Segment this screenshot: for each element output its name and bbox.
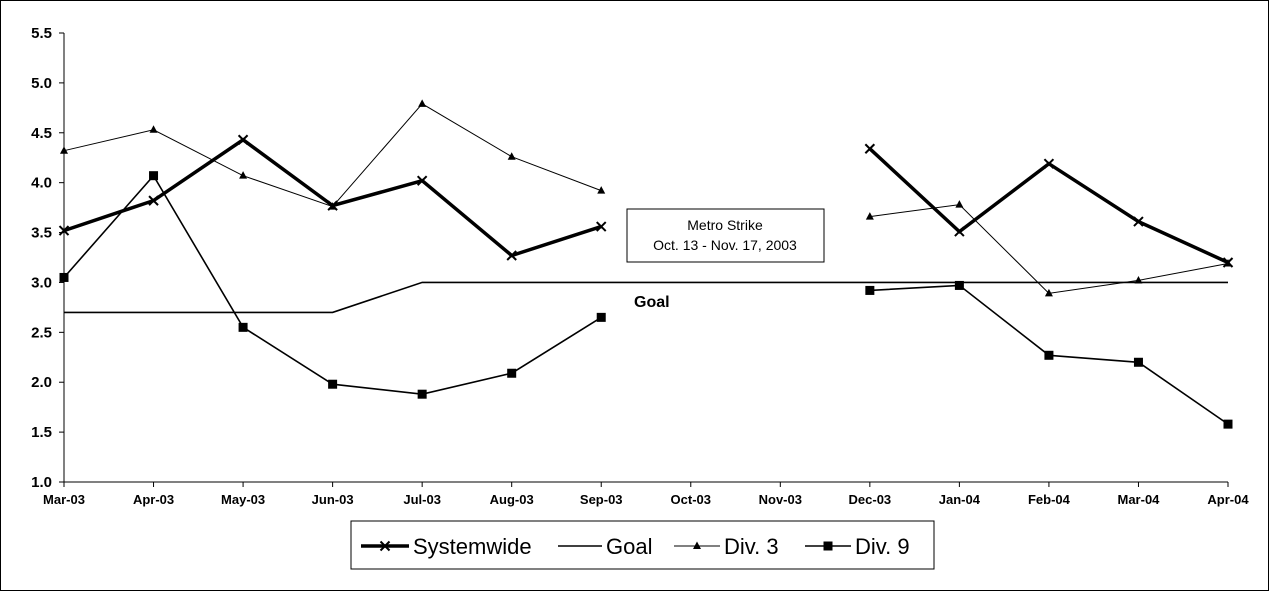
legend-label: Goal xyxy=(606,534,652,559)
data-point-systemwide xyxy=(416,175,428,186)
data-point-div-3 xyxy=(418,99,427,107)
y-tick-label: 1.0 xyxy=(31,474,52,491)
legend-box xyxy=(350,520,935,570)
x-tick-label: Aug-03 xyxy=(490,492,534,507)
series-markers xyxy=(58,99,1234,429)
data-point-systemwide xyxy=(596,221,607,232)
data-point-div-3 xyxy=(955,200,964,208)
x-tick-label: May-03 xyxy=(221,492,265,507)
data-point-div-9 xyxy=(59,272,69,282)
x-tick-label: Mar-03 xyxy=(43,492,85,507)
data-point-div-3 xyxy=(239,171,248,179)
data-point-div-9 xyxy=(238,322,248,332)
strike-annotation-box xyxy=(626,208,825,263)
data-point-systemwide xyxy=(954,226,965,237)
data-point-div-3 xyxy=(60,146,68,154)
data-point-div-9 xyxy=(328,379,338,389)
data-point-div-9 xyxy=(596,312,606,322)
strike-annotation: Metro Strike Oct. 13 - Nov. 17, 2003 xyxy=(626,208,825,263)
data-point-div-9 xyxy=(865,285,875,295)
y-tick-label: 3.0 xyxy=(31,274,52,291)
x-tick-label: Oct-03 xyxy=(671,492,711,507)
data-point-systemwide xyxy=(1133,216,1144,227)
data-point-div-3 xyxy=(1044,288,1053,297)
x-tick-label: Jul-03 xyxy=(403,492,441,507)
x-tick-label: Dec-03 xyxy=(849,492,892,507)
data-point-systemwide xyxy=(1043,158,1055,169)
data-point-div-9 xyxy=(1133,357,1143,367)
data-point-div-3 xyxy=(1224,258,1232,267)
y-tick-label: 4.0 xyxy=(31,175,52,192)
y-tick-labels: 1.0 1.5 2.0 2.5 3.0 3.5 4.0 4.5 5.0 5.5 xyxy=(31,25,64,491)
y-tick-label: 1.5 xyxy=(31,424,52,441)
data-point-systemwide xyxy=(864,143,876,154)
x-tick-label: Mar-04 xyxy=(1118,492,1161,507)
legend-label: Systemwide xyxy=(413,534,532,559)
legend-item-systemwide: Systemwide xyxy=(361,534,532,559)
data-point-div-9 xyxy=(417,389,427,399)
data-point-systemwide xyxy=(148,195,159,206)
legend-label: Div. 9 xyxy=(855,534,910,559)
strike-annotation-line2: Oct. 13 - Nov. 17, 2003 xyxy=(653,237,797,253)
x-tick-label: Nov-03 xyxy=(759,492,802,507)
goal-label: Goal xyxy=(634,294,670,311)
y-tick-label: 4.5 xyxy=(31,125,52,142)
x-tick-label: Feb-04 xyxy=(1028,492,1071,507)
legend-marker xyxy=(693,541,701,549)
legend-marker xyxy=(823,541,833,551)
x-tick-labels: Mar-03 Apr-03 May-03 Jun-03 Jul-03 Aug-03 Sep-… xyxy=(43,482,1249,507)
data-point-div-3 xyxy=(507,152,516,160)
legend-marker xyxy=(379,540,391,552)
data-point-div-9 xyxy=(954,280,964,290)
y-tick-label: 2.0 xyxy=(31,374,52,391)
legend: Systemwide Goal Div. 3 Div. 9 xyxy=(350,520,935,570)
y-tick-label: 5.5 xyxy=(31,25,52,42)
x-tick-label: Apr-04 xyxy=(1207,492,1249,507)
legend-item-div-9: Div. 9 xyxy=(805,534,910,559)
data-point-div-3 xyxy=(1134,275,1143,284)
data-point-div-9 xyxy=(149,171,159,181)
y-tick-label: 2.5 xyxy=(31,324,52,341)
data-point-div-3 xyxy=(328,202,337,210)
y-tick-label: 3.5 xyxy=(31,225,52,242)
y-tick-label: 5.0 xyxy=(31,75,52,92)
legend-item-goal: Goal xyxy=(558,534,652,559)
plot-area xyxy=(63,33,1228,483)
strike-annotation-line1: Metro Strike xyxy=(687,217,763,233)
data-point-div-9 xyxy=(1223,419,1233,429)
data-point-div-9 xyxy=(1044,350,1054,360)
data-point-div-9 xyxy=(507,368,517,378)
x-tick-label: Jun-03 xyxy=(312,492,354,507)
data-point-div-3 xyxy=(149,125,158,133)
data-point-div-3 xyxy=(597,186,606,194)
x-tick-label: Jan-04 xyxy=(939,492,981,507)
legend-item-div-3: Div. 3 xyxy=(674,534,779,559)
data-point-div-3 xyxy=(865,212,874,220)
data-point-systemwide xyxy=(237,134,249,145)
x-tick-label: Sep-03 xyxy=(580,492,623,507)
data-point-systemwide xyxy=(506,250,517,261)
series-line-goal xyxy=(64,281,1228,314)
legend-label: Div. 3 xyxy=(724,534,779,559)
x-tick-label: Apr-03 xyxy=(133,492,174,507)
data-point-systemwide xyxy=(58,225,70,236)
